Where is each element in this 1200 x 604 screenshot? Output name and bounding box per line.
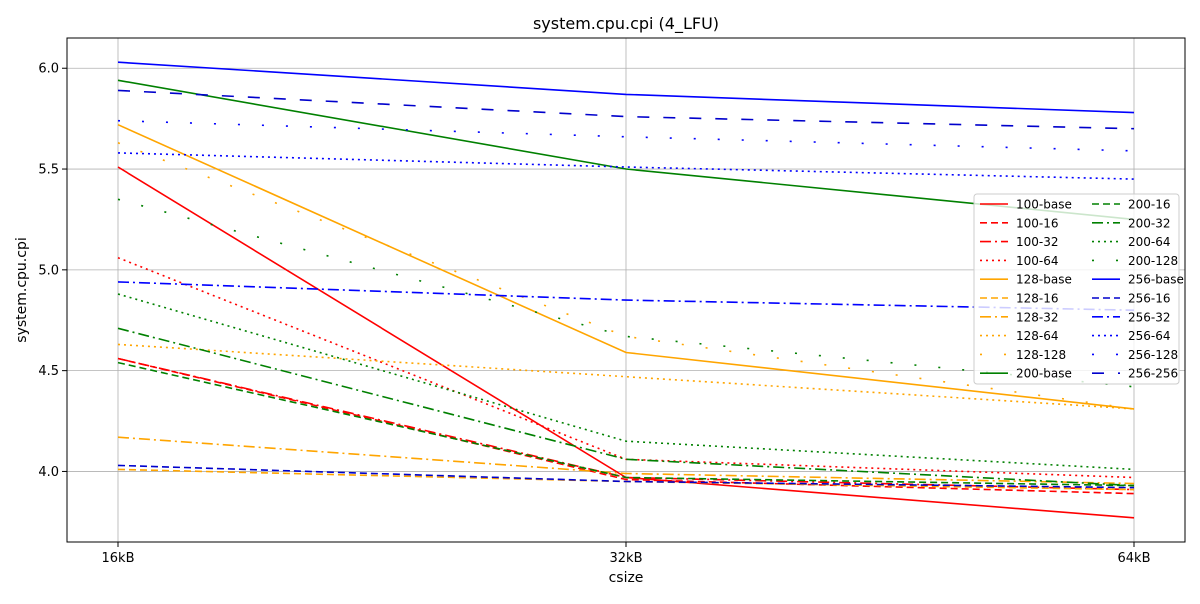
legend-label: 200-64	[1128, 235, 1171, 249]
legend-label: 100-32	[1016, 235, 1059, 249]
series-line-100-64	[117, 256, 1135, 479]
legend-label: 256-16	[1128, 292, 1171, 306]
legend-label: 128-16	[1016, 292, 1059, 306]
series-line-128-base	[117, 123, 1135, 410]
legend-label: 256-256	[1128, 367, 1178, 381]
legend-label: 128-128	[1016, 348, 1066, 362]
series-line-128-64	[117, 343, 1135, 410]
series-line-100-32	[117, 357, 1135, 491]
series-lines	[117, 61, 1135, 519]
x-tick-label: 32kB	[610, 551, 643, 566]
legend: 100-base 100-16 100-32 100-64 128-base 128-16…	[973, 193, 1184, 385]
y-axis-ticks: 4.0 4.5 5.0 5.5 6.0	[38, 62, 67, 480]
series-line-128-32	[117, 436, 1135, 485]
chart-title: system.cpu.cpi (4_LFU)	[533, 14, 719, 34]
legend-label: 200-base	[1016, 367, 1072, 381]
legend-label: 128-32	[1016, 310, 1059, 324]
x-axis-label: csize	[609, 570, 644, 586]
y-tick-label: 5.5	[38, 163, 59, 178]
legend-label: 256-128	[1128, 348, 1178, 362]
series-line-256-64	[117, 152, 1135, 180]
y-tick-label: 5.0	[38, 263, 59, 278]
legend-label: 128-64	[1016, 329, 1059, 343]
series-line-200-32	[117, 327, 1135, 487]
legend-box	[973, 193, 1180, 385]
series-line-256-32	[117, 281, 1135, 311]
legend-label: 200-16	[1128, 198, 1171, 212]
series-line-100-16	[117, 357, 1135, 495]
legend-label: 100-64	[1016, 254, 1059, 268]
legend-label: 100-16	[1016, 216, 1059, 230]
series-line-256-128	[117, 119, 1135, 152]
y-tick-label: 4.0	[38, 465, 59, 480]
series-line-256-16	[117, 464, 1135, 489]
series-line-200-base	[117, 79, 1135, 221]
x-tick-label: 16kB	[102, 551, 135, 566]
legend-label: 128-base	[1016, 273, 1072, 287]
x-axis-ticks: 16kB 32kB 64kB	[102, 542, 1151, 566]
legend-label: 256-32	[1128, 310, 1171, 324]
y-axis-label: system.cpu.cpi	[14, 237, 30, 342]
legend-label: 200-32	[1128, 216, 1171, 230]
series-line-200-64	[117, 293, 1135, 471]
series-line-200-16	[117, 361, 1135, 487]
y-tick-label: 6.0	[38, 62, 59, 77]
series-line-256-base	[117, 61, 1135, 114]
legend-label: 100-base	[1016, 198, 1072, 212]
legend-label: 256-64	[1128, 329, 1171, 343]
x-tick-label: 64kB	[1118, 551, 1151, 566]
legend-label: 256-base	[1128, 273, 1184, 287]
y-tick-label: 4.5	[38, 364, 59, 379]
legend-label: 200-128	[1128, 254, 1178, 268]
